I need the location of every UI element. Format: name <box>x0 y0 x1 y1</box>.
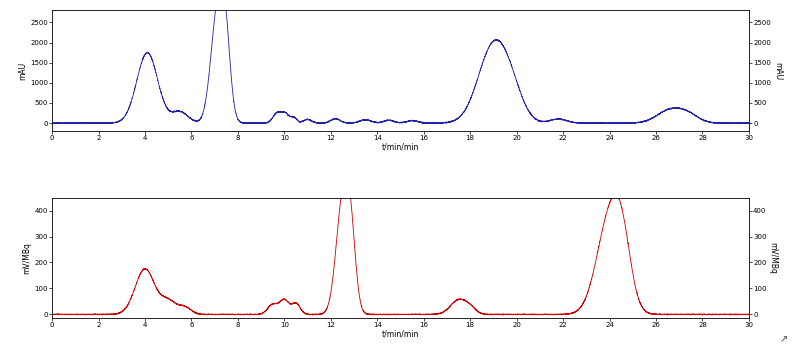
Y-axis label: mV/MBq: mV/MBq <box>22 242 31 274</box>
Text: ↗: ↗ <box>779 334 787 344</box>
X-axis label: t/min/min: t/min/min <box>382 143 419 152</box>
Y-axis label: mV/MBq: mV/MBq <box>769 242 778 274</box>
X-axis label: t/min/min: t/min/min <box>382 330 419 339</box>
Y-axis label: mAU: mAU <box>773 62 783 80</box>
Y-axis label: mAU: mAU <box>18 62 27 80</box>
